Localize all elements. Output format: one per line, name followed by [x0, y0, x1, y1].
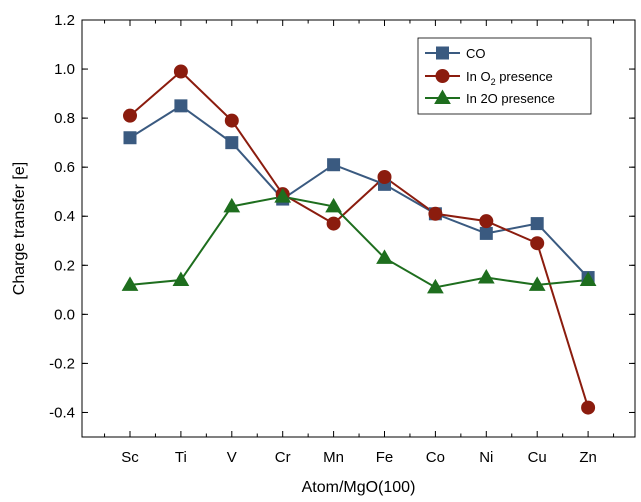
data-point-series-2	[376, 249, 393, 264]
x-tick-label: Co	[426, 449, 445, 466]
data-point-series-1	[224, 113, 239, 128]
series-line-2	[129, 195, 589, 289]
data-point-series-2	[121, 276, 139, 291]
data-point-series-1	[428, 206, 443, 221]
y-tick-label: 0.6	[54, 159, 75, 176]
y-tick-label: -0.4	[49, 404, 75, 421]
y-tick-label: -0.2	[49, 355, 75, 372]
legend-marker-1	[435, 69, 450, 83]
y-tick-label: 1.0	[54, 61, 75, 78]
legend-label-o2: In O2 presence	[466, 69, 553, 87]
legend-label-co: CO	[466, 46, 486, 61]
x-tick-label: Cu	[528, 449, 547, 466]
data-point-series-1	[173, 64, 188, 79]
y-tick-label: 0.4	[54, 208, 75, 225]
legend-marker-0	[436, 46, 449, 60]
data-point-series-1	[581, 400, 596, 415]
data-point-series-1	[123, 108, 137, 123]
x-tick-label: Fe	[376, 449, 394, 466]
x-tick-label: Zn	[579, 449, 597, 466]
legend-o2-suffix: presence	[496, 69, 553, 84]
data-point-series-2	[274, 188, 292, 203]
tick-labels: -0.4 -0.2 0.0 0.2 0.4 0.6 0.8 1.0 1.2 Sc Ti V Cr Mn Fe…	[49, 12, 597, 466]
y-tick-label: 1.2	[54, 12, 75, 29]
legend: CO In O2 presence In 2O presence	[417, 37, 592, 115]
x-tick-label: Mn	[323, 449, 344, 466]
plot-frame	[81, 19, 636, 438]
series-line-0	[129, 104, 589, 279]
y-tick-label: 0.0	[54, 306, 75, 323]
data-point-series-0	[479, 226, 493, 240]
data-point-series-2	[579, 271, 597, 287]
legend-o2-prefix: In O	[466, 69, 491, 84]
legend-symbols	[425, 46, 460, 104]
legend-label-2o: In 2O presence	[466, 91, 555, 106]
data-point-series-2	[325, 197, 342, 213]
legend-o2-subscript: 2	[491, 77, 496, 87]
y-tick-label: 0.8	[54, 110, 75, 127]
x-tick-label: Ti	[175, 449, 187, 466]
series-lines	[129, 70, 590, 408]
x-tick-label: Cr	[275, 449, 291, 466]
axis-ticks	[82, 19, 635, 437]
y-axis-title: Charge transfer [e]	[11, 162, 28, 295]
series-markers	[121, 64, 597, 415]
data-point-series-2	[172, 271, 190, 287]
data-point-series-0	[327, 158, 341, 172]
y-tick-label: 0.2	[54, 257, 75, 274]
data-point-series-2	[223, 197, 241, 213]
data-point-series-1	[479, 214, 494, 229]
x-tick-label: Ni	[479, 449, 493, 466]
series-line-1	[129, 70, 590, 408]
data-point-series-2	[477, 269, 495, 284]
data-point-series-0	[174, 99, 188, 113]
x-tick-label: Sc	[121, 449, 139, 466]
data-point-series-0	[225, 136, 239, 150]
data-point-series-1	[377, 169, 392, 184]
data-point-series-0	[123, 131, 137, 145]
data-point-series-1	[530, 236, 545, 251]
data-point-series-2	[427, 278, 444, 294]
x-tick-label: V	[227, 449, 237, 466]
data-point-series-1	[326, 216, 341, 231]
legend-marker-2	[434, 89, 451, 104]
x-axis-title: Atom/MgO(100)	[302, 479, 416, 496]
data-point-series-2	[528, 276, 546, 291]
data-point-series-0	[530, 217, 544, 231]
